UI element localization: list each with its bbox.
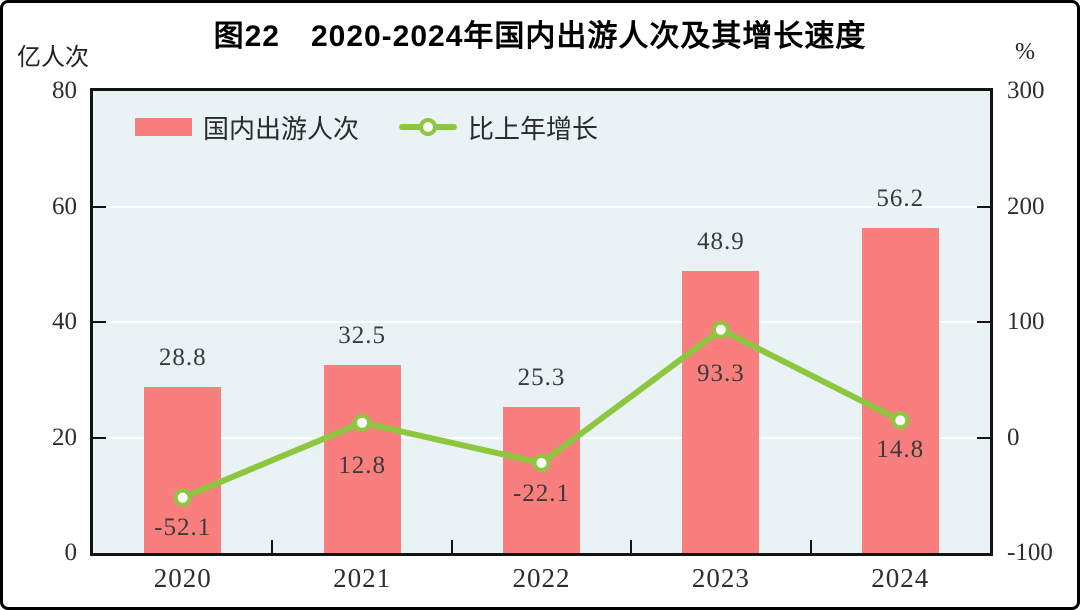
legend: 国内出游人次 比上年增长 xyxy=(135,111,599,144)
line-marker-2022 xyxy=(532,454,551,473)
line-value-label-2020: -52.1 xyxy=(154,513,212,541)
right-axis-tick-label-300: 300 xyxy=(1007,77,1045,104)
x-axis-label-2020: 2020 xyxy=(153,563,212,593)
bar-value-label-2023: 48.9 xyxy=(697,227,745,255)
gridline-40 xyxy=(93,321,990,323)
line-marker-2023 xyxy=(711,320,730,339)
left-axis-tick-label-60: 60 xyxy=(52,192,77,220)
x-axis-tick xyxy=(271,540,274,553)
bar-value-label-2021: 32.5 xyxy=(338,322,386,350)
bar-value-label-2022: 25.3 xyxy=(517,363,566,391)
x-axis-tick xyxy=(809,540,812,553)
line-value-label-2023: 93.3 xyxy=(697,359,745,387)
x-axis-label-2022: 2022 xyxy=(512,563,571,593)
left-axis-tick-label-80: 80 xyxy=(52,77,77,104)
legend-bar-swatch xyxy=(135,118,192,136)
x-axis-label-2024: 2024 xyxy=(871,563,930,593)
bar-2023 xyxy=(682,270,760,553)
line-value-label-2024: 14.8 xyxy=(876,436,925,464)
x-axis-tick xyxy=(450,540,453,553)
line-marker-2021 xyxy=(353,413,372,432)
right-axis-tick xyxy=(977,321,990,323)
x-axis-label-2021: 2021 xyxy=(333,563,392,593)
bar-value-label-2020: 28.8 xyxy=(158,343,207,371)
line-marker-2020 xyxy=(173,488,192,507)
left-axis-unit-label: 亿人次 xyxy=(17,45,89,71)
right-axis-tick-label-100: 100 xyxy=(1007,308,1045,335)
left-axis-tick-label-20: 20 xyxy=(52,423,77,451)
legend-line-label: 比上年增长 xyxy=(468,114,599,144)
right-axis-tick-label-200: 200 xyxy=(1007,192,1045,220)
left-axis-tick xyxy=(93,321,106,323)
bar-2022 xyxy=(503,406,580,553)
right-axis-tick xyxy=(977,205,990,208)
right-axis-tick xyxy=(977,436,990,439)
right-axis-unit-label: % xyxy=(1015,39,1035,65)
bar-value-label-2024: 56.2 xyxy=(876,185,925,213)
plot-area: 28.8 32.5 25.3 48.9 56.2 -52.1 12.8 -22.1 93.3 14… xyxy=(90,88,993,556)
growth-line-series xyxy=(173,320,910,507)
chart-title: 图22 2020-2024年国内出游人次及其增长速度 xyxy=(213,20,867,53)
left-axis-tick xyxy=(93,436,106,439)
line-value-label-2021: 12.8 xyxy=(338,451,386,479)
x-axis-tick xyxy=(630,540,633,553)
legend-bar-label: 国内出游人次 xyxy=(203,114,360,144)
gridline-60 xyxy=(93,205,990,208)
left-axis-tick-label-40: 40 xyxy=(52,308,77,335)
left-axis-tick-label-0: 0 xyxy=(64,539,78,566)
line-value-label-2022: -22.1 xyxy=(512,480,571,508)
legend-line-swatch xyxy=(399,118,458,136)
right-axis-tick-label-0: 0 xyxy=(1007,423,1020,451)
bar-2020 xyxy=(144,386,222,553)
legend-line-marker-icon xyxy=(419,118,438,136)
growth-line xyxy=(179,326,904,501)
left-axis-tick xyxy=(93,205,106,208)
x-axis-label-2023: 2023 xyxy=(691,563,750,593)
line-marker-2024 xyxy=(891,411,910,430)
right-axis-tick-label--100: -100 xyxy=(1007,539,1053,566)
bar-2024 xyxy=(861,228,939,553)
bar-2021 xyxy=(323,365,401,553)
